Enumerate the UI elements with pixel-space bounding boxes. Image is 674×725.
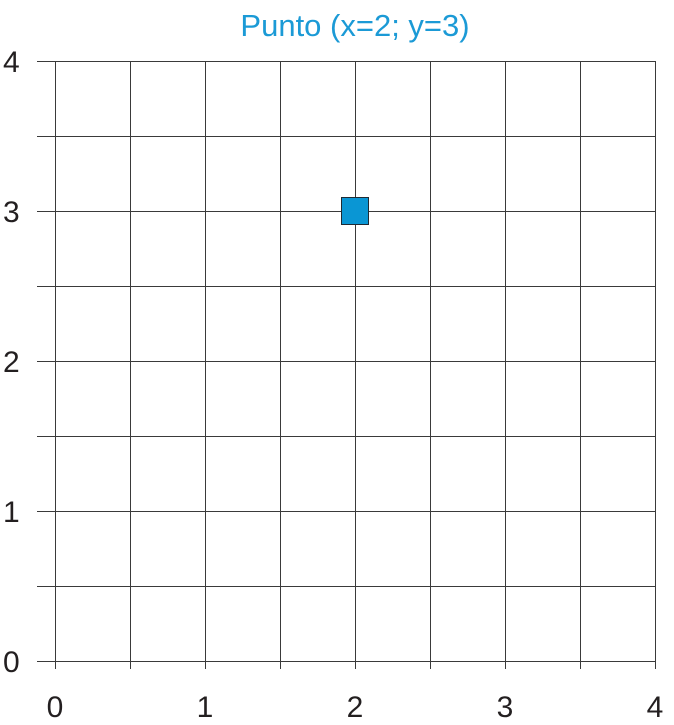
- chart-title: Punto (x=2; y=3): [240, 8, 469, 43]
- x-tick-label: 0: [47, 691, 64, 724]
- y-tick-label: 2: [3, 346, 20, 379]
- y-tick-label: 4: [3, 46, 20, 79]
- x-tick-labels: 0 1 2 3 4: [47, 691, 664, 724]
- grid: [37, 61, 656, 669]
- data-points: [341, 197, 369, 225]
- y-tick-label: 3: [3, 196, 20, 229]
- y-tick-label: 1: [3, 496, 20, 529]
- x-tick-label: 1: [197, 691, 214, 724]
- x-tick-label: 4: [647, 691, 664, 724]
- y-tick-labels: 0 1 2 3 4: [3, 46, 20, 679]
- y-tick-label: 0: [3, 646, 20, 679]
- data-point: [341, 197, 369, 225]
- x-tick-label: 2: [347, 691, 364, 724]
- x-tick-label: 3: [497, 691, 514, 724]
